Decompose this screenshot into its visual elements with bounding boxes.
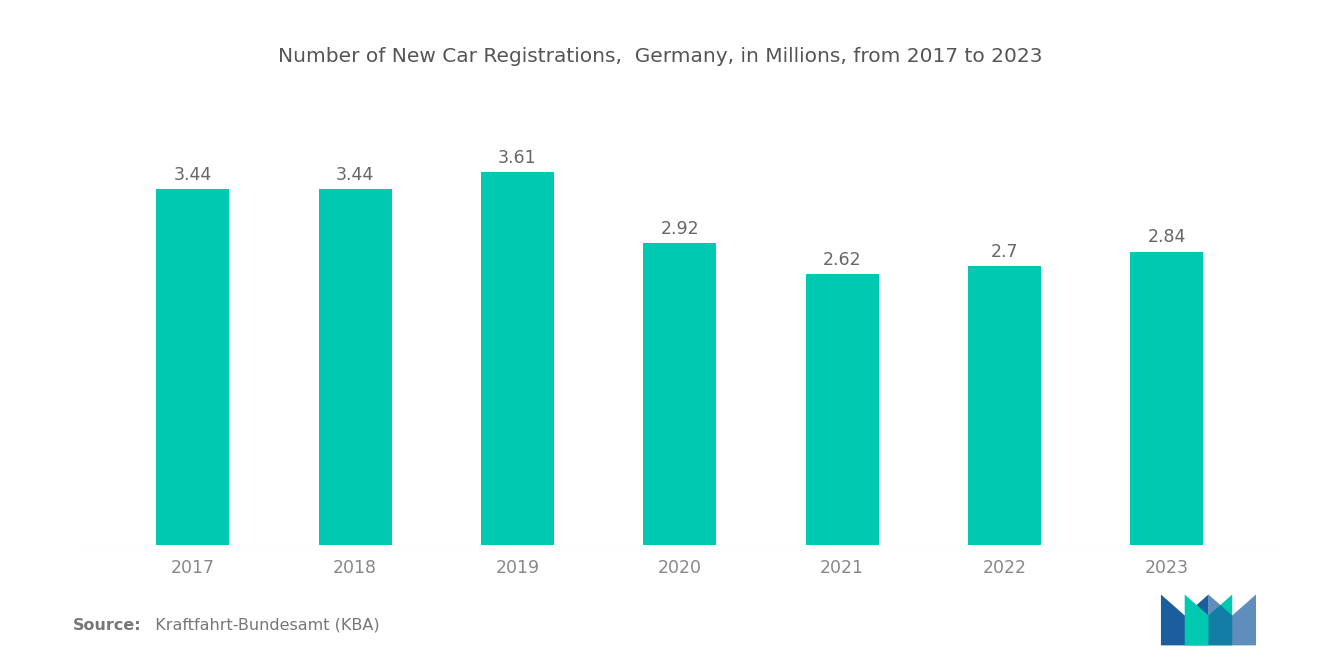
Polygon shape — [1185, 595, 1233, 645]
Text: 2.7: 2.7 — [991, 243, 1018, 261]
Text: Source:: Source: — [73, 618, 141, 632]
Polygon shape — [1162, 595, 1209, 645]
Bar — [805, 274, 879, 545]
Bar — [1130, 251, 1204, 545]
Text: 2.84: 2.84 — [1147, 228, 1185, 246]
Text: 3.44: 3.44 — [337, 166, 375, 184]
Polygon shape — [1209, 595, 1257, 645]
Text: Kraftfahrt-Bundesamt (KBA): Kraftfahrt-Bundesamt (KBA) — [145, 618, 380, 632]
Bar — [156, 190, 230, 545]
Bar — [480, 172, 554, 545]
Text: 2.62: 2.62 — [822, 251, 862, 269]
Text: 2.92: 2.92 — [660, 220, 700, 238]
Bar — [968, 266, 1041, 545]
Bar — [643, 243, 717, 545]
Text: 3.44: 3.44 — [174, 166, 213, 184]
Bar — [318, 190, 392, 545]
Text: 3.61: 3.61 — [498, 149, 537, 167]
Text: Number of New Car Registrations,  Germany, in Millions, from 2017 to 2023: Number of New Car Registrations, Germany… — [277, 47, 1043, 66]
